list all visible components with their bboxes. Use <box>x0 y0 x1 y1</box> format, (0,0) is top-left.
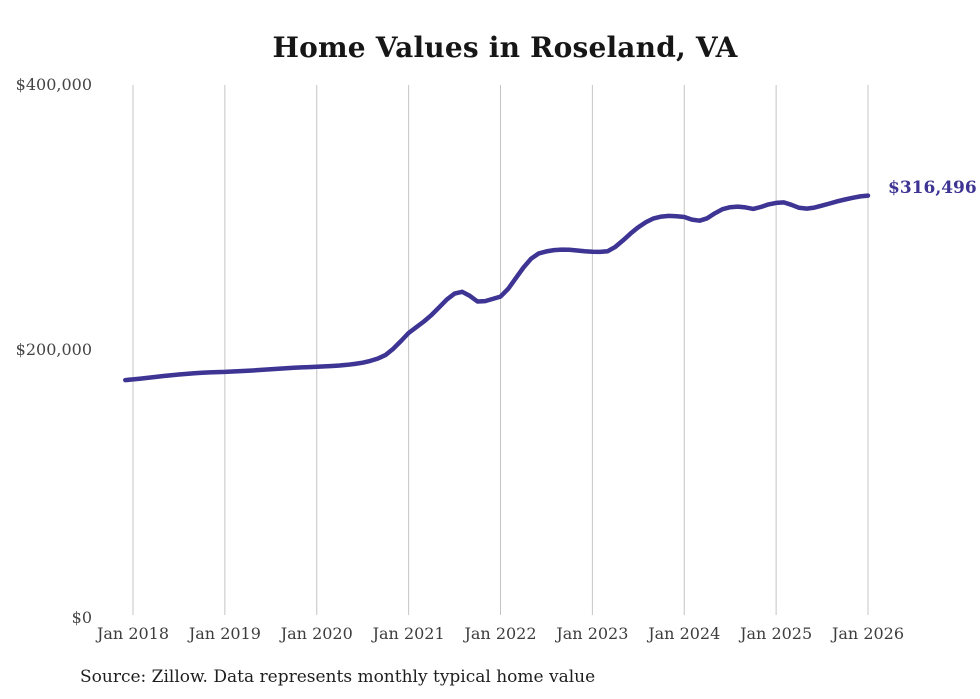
x-axis-label-2026: Jan 2026 <box>831 624 905 643</box>
x-axis-label-2024: Jan 2024 <box>648 624 721 643</box>
last-value-annotation: $316,496 <box>888 178 977 198</box>
x-axis-label-2021: Jan 2021 <box>372 624 445 643</box>
x-axis-label-2023: Jan 2023 <box>556 624 629 643</box>
x-axis-label-2018: Jan 2018 <box>96 624 170 643</box>
y-axis-label-200k: $200,000 <box>15 340 92 359</box>
y-axis-label-0: $0 <box>71 608 92 627</box>
x-axis-label-2025: Jan 2025 <box>740 624 813 643</box>
source-note: Source: Zillow. Data represents monthly … <box>80 667 596 687</box>
home-value-line <box>123 193 871 383</box>
chart-title: Home Values in Roseland, VA <box>272 31 738 64</box>
x-axis-label-2022: Jan 2022 <box>464 624 537 643</box>
y-axis-label-400k: $400,000 <box>15 75 92 94</box>
x-axis-label-2019: Jan 2019 <box>188 624 261 643</box>
x-axis-label-2020: Jan 2020 <box>280 624 353 643</box>
